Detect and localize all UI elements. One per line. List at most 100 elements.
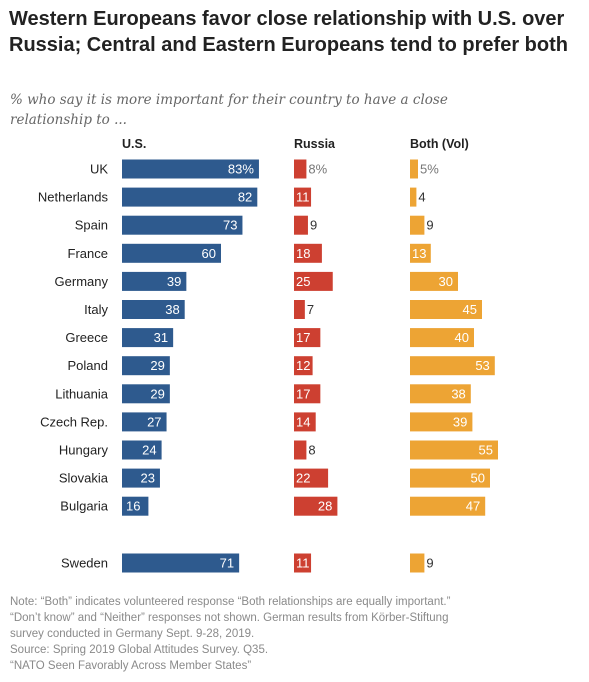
category-label: Greece (65, 330, 108, 345)
data-label-us: 27 (147, 414, 161, 429)
bar-both (410, 328, 474, 348)
bar-us (122, 412, 167, 432)
bar-us (122, 159, 259, 179)
bar-us (122, 271, 187, 291)
category-label: Bulgaria (60, 499, 108, 514)
category-label: Spain (75, 218, 108, 233)
data-label-us: 71 (220, 556, 234, 571)
data-label-us: 24 (142, 443, 156, 458)
bar-both (410, 553, 425, 573)
bar-russia (294, 328, 321, 348)
bar-both (410, 384, 471, 404)
bar-russia (294, 243, 322, 263)
data-label-us: 31 (154, 330, 168, 345)
bar-both (410, 496, 486, 516)
category-label: Hungary (59, 443, 109, 458)
data-label-russia: 17 (296, 330, 310, 345)
bar-russia (294, 215, 308, 235)
data-label-russia: 9 (310, 218, 317, 233)
category-label: Poland (68, 358, 108, 373)
data-label-both: 5% (420, 162, 439, 177)
data-label-us: 39 (167, 274, 181, 289)
bar-both (410, 271, 458, 291)
bar-russia (294, 440, 307, 460)
data-label-us: 29 (150, 386, 164, 401)
category-label: Sweden (61, 556, 108, 571)
bar-russia (294, 356, 313, 376)
data-label-both: 55 (479, 443, 493, 458)
data-label-both: 30 (439, 274, 453, 289)
data-label-russia: 11 (296, 190, 310, 205)
series-header-us: U.S. (122, 137, 146, 151)
bar-us (122, 187, 258, 207)
data-label-us: 83% (228, 162, 254, 177)
bar-us (122, 440, 162, 460)
category-label: Italy (84, 302, 108, 317)
category-label: Netherlands (38, 190, 109, 205)
data-label-both: 50 (471, 471, 485, 486)
category-label: Slovakia (59, 471, 109, 486)
data-label-russia: 25 (296, 274, 310, 289)
category-label: Germany (55, 274, 109, 289)
bar-us (122, 384, 170, 404)
data-label-both: 40 (455, 330, 469, 345)
data-label-us: 73 (223, 218, 237, 233)
note-line: survey conducted in Germany Sept. 9-28, … (10, 628, 255, 640)
data-label-both: 47 (466, 499, 480, 514)
data-label-us: 16 (126, 499, 140, 514)
data-label-russia: 17 (296, 386, 310, 401)
bar-us (122, 496, 149, 516)
bar-russia (294, 496, 338, 516)
data-label-russia: 12 (296, 358, 310, 373)
source-line: Source: Spring 2019 Global Attitudes Sur… (10, 644, 269, 656)
series-header-russia: Russia (294, 137, 336, 151)
data-label-both: 38 (451, 386, 465, 401)
bar-us (122, 356, 170, 376)
bar-russia (294, 187, 312, 207)
category-label: Czech Rep. (40, 414, 108, 429)
category-label: France (68, 246, 108, 261)
note-line: Note: “Both” indicates volunteered respo… (10, 596, 451, 608)
bar-us (122, 300, 185, 319)
bar-russia (294, 271, 333, 291)
bar-both (410, 215, 425, 235)
data-label-us: 38 (165, 302, 179, 317)
chart-subtitle: % who say it is more important for their… (10, 92, 448, 128)
data-label-both: 9 (426, 218, 433, 233)
bar-russia (294, 553, 312, 573)
data-label-russia: 28 (318, 499, 332, 514)
bar-russia (294, 412, 316, 432)
data-label-russia: 7 (307, 302, 314, 317)
data-label-russia: 8% (308, 162, 327, 177)
data-label-us: 60 (202, 246, 216, 261)
bar-both (410, 187, 417, 207)
chart-title: Western Europeans favor close relationsh… (9, 8, 568, 56)
data-label-both: 13 (412, 246, 426, 261)
bar-both (410, 412, 473, 432)
data-label-both: 39 (453, 414, 467, 429)
data-label-both: 45 (463, 302, 477, 317)
data-label-russia: 11 (296, 556, 310, 571)
bar-russia (294, 300, 305, 319)
data-label-both: 4 (418, 190, 425, 205)
bar-us (122, 243, 221, 263)
series-header-both: Both (Vol) (410, 137, 469, 151)
data-label-russia: 18 (296, 246, 310, 261)
bar-russia (294, 468, 329, 488)
bar-both (410, 300, 482, 319)
bar-us (122, 328, 174, 348)
category-label: Lithuania (55, 386, 109, 401)
bar-both (410, 159, 418, 179)
data-label-russia: 14 (296, 414, 310, 429)
data-label-us: 82 (238, 190, 252, 205)
bar-us (122, 468, 160, 488)
bar-both (410, 440, 498, 460)
data-label-both: 9 (426, 556, 433, 571)
bar-us (122, 553, 240, 573)
bar-both (410, 468, 490, 488)
bar-both (410, 356, 495, 376)
category-label: UK (90, 162, 108, 177)
report-title-line: “NATO Seen Favorably Across Member State… (10, 660, 252, 672)
data-label-us: 23 (140, 471, 154, 486)
bar-russia (294, 159, 307, 179)
